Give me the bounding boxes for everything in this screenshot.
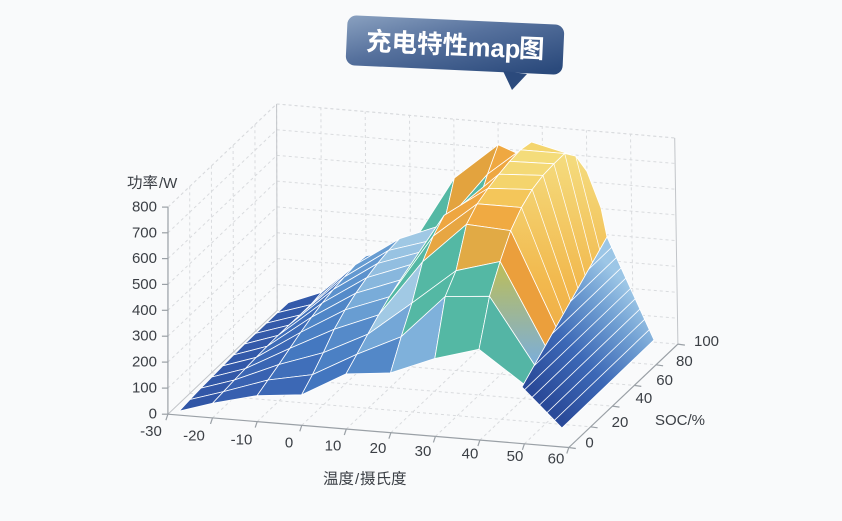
- svg-text:map: map: [467, 34, 521, 64]
- svg-text:200: 200: [132, 354, 157, 371]
- svg-text:700: 700: [132, 224, 157, 241]
- svg-text:600: 600: [132, 250, 157, 267]
- svg-text:300: 300: [132, 328, 157, 345]
- svg-text:20: 20: [370, 440, 387, 457]
- svg-text:500: 500: [132, 276, 157, 293]
- svg-text:0: 0: [149, 406, 157, 423]
- svg-text:-20: -20: [183, 428, 205, 445]
- svg-text:-30: -30: [140, 423, 162, 440]
- svg-text:SOC/%: SOC/%: [655, 412, 705, 429]
- svg-text:100: 100: [694, 333, 719, 350]
- svg-text:0: 0: [285, 435, 293, 452]
- svg-text:0: 0: [585, 434, 593, 451]
- svg-text:-10: -10: [231, 432, 253, 449]
- svg-text:800: 800: [132, 199, 157, 216]
- svg-text:40: 40: [636, 390, 653, 407]
- svg-text:20: 20: [612, 414, 629, 431]
- svg-text:80: 80: [676, 353, 693, 370]
- svg-text:50: 50: [507, 448, 524, 465]
- svg-text:/W: /W: [159, 175, 178, 192]
- svg-text:100: 100: [132, 380, 157, 397]
- svg-text:40: 40: [462, 446, 479, 463]
- svg-text:400: 400: [132, 302, 157, 319]
- svg-text:30: 30: [415, 443, 432, 460]
- svg-text:60: 60: [548, 451, 565, 468]
- svg-text:10: 10: [325, 438, 342, 455]
- svg-text:60: 60: [656, 372, 673, 389]
